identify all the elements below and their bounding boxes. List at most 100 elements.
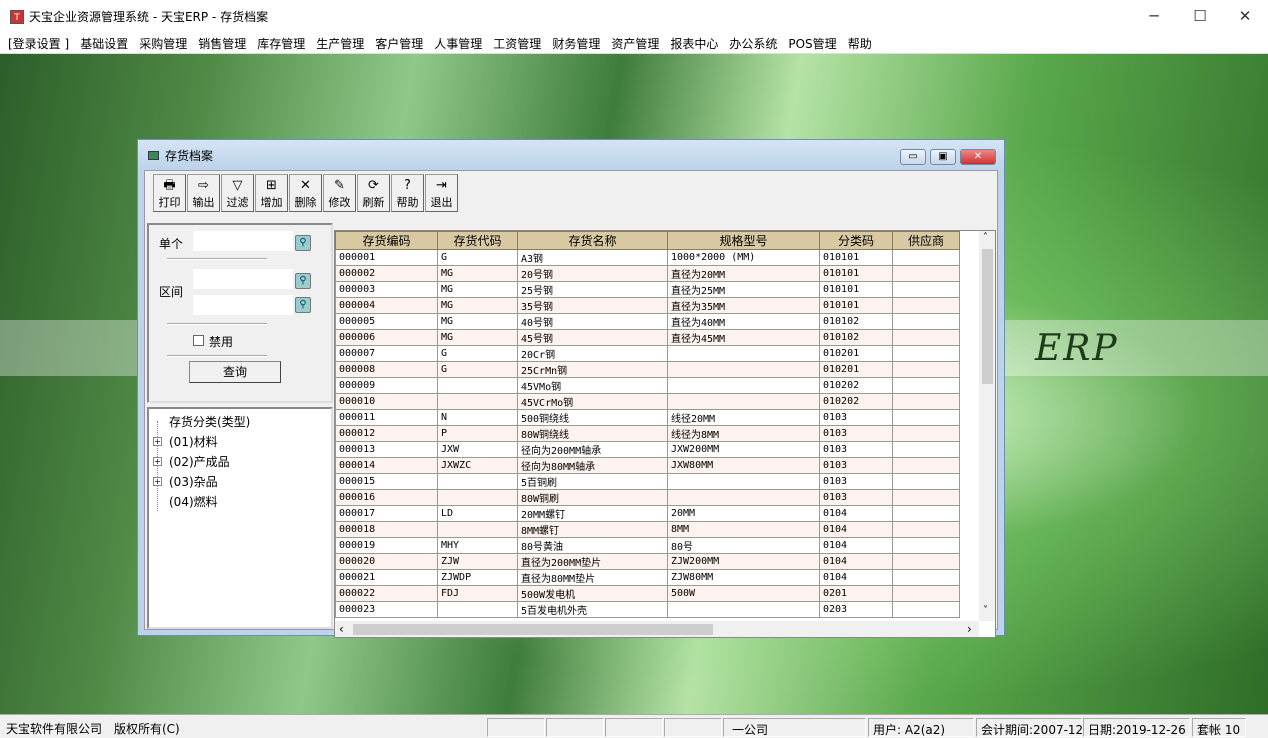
tree-node[interactable]: (04)燃料	[169, 495, 218, 509]
title-bar: T 天宝企业资源管理系统 - 天宝ERP - 存货档案 ─ ☐ ✕	[0, 0, 1268, 33]
toolbar-button-export[interactable]: ⇨ 输出	[187, 174, 220, 212]
menu-item[interactable]: 采购管理	[139, 36, 188, 51]
menu-item[interactable]: 人事管理	[434, 36, 483, 51]
child-minimize-button[interactable]: ▭	[900, 149, 926, 165]
range-to-search-icon[interactable]: ⚲	[295, 297, 311, 313]
delete-icon: ✕	[300, 178, 311, 193]
tree-node[interactable]: (03)杂品	[169, 475, 218, 489]
horizontal-scrollbar[interactable]: ‹ ›	[335, 621, 979, 637]
toolbar-button-filter[interactable]: ▽ 过滤	[221, 174, 254, 212]
table-cell: 000014	[335, 457, 438, 474]
expand-icon[interactable]: +	[153, 457, 162, 466]
table-row[interactable]: 000001 G A3钢 1000*2000 (MM) 010101	[335, 249, 960, 266]
column-header[interactable]: 规格型号	[667, 231, 820, 250]
table-cell: G	[437, 361, 518, 378]
menu-item[interactable]: 帮助	[847, 36, 872, 51]
menu-item[interactable]: 库存管理	[257, 36, 306, 51]
toolbar-button-delete[interactable]: ✕ 删除	[289, 174, 322, 212]
table-row[interactable]: 000011 N 500铜绕线 线径20MM 0103	[335, 409, 960, 426]
menu-item[interactable]: 办公系统	[729, 36, 778, 51]
table-row[interactable]: 000006 MG 45号钢 直径为45MM 010102	[335, 329, 960, 346]
menu-item[interactable]: POS管理	[788, 36, 837, 51]
table-row[interactable]: 000002 MG 20号钢 直径为20MM 010101	[335, 265, 960, 282]
toolbar-button-refresh[interactable]: ⟳ 刷新	[357, 174, 390, 212]
table-row[interactable]: 000020 ZJW 直径为200MM垫片 ZJW200MM 0104	[335, 553, 960, 570]
menu-item[interactable]: [登录设置 ]	[8, 36, 70, 51]
refresh-icon: ⟳	[368, 178, 379, 193]
table-cell: 8MM	[667, 521, 820, 538]
table-cell: G	[437, 249, 518, 266]
tree-node[interactable]: (02)产成品	[169, 455, 230, 469]
table-row[interactable]: 000004 MG 35号钢 直径为35MM 010101	[335, 297, 960, 314]
table-cell: ZJW	[437, 553, 518, 570]
table-cell: 500W发电机	[517, 585, 668, 602]
status-date: 日期:2019-12-26	[1083, 718, 1190, 737]
table-cell: 000021	[335, 569, 438, 586]
table-cell	[667, 473, 820, 490]
range-from-search-icon[interactable]: ⚲	[295, 273, 311, 289]
table-row[interactable]: 000008 G 25CrMn钢 010201	[335, 361, 960, 378]
column-header[interactable]: 存货代码	[437, 231, 518, 250]
close-button[interactable]: ✕	[1238, 7, 1252, 25]
toolbar-button-add[interactable]: ⊞ 增加	[255, 174, 288, 212]
menu-item[interactable]: 销售管理	[198, 36, 247, 51]
table-row[interactable]: 000003 MG 25号钢 直径为25MM 010101	[335, 281, 960, 298]
column-header[interactable]: 分类码	[819, 231, 893, 250]
single-search-icon[interactable]: ⚲	[295, 235, 311, 251]
table-row[interactable]: 000019 MHY 80号黄油 80号 0104	[335, 537, 960, 554]
table-row[interactable]: 000023 5百发电机外壳 0203	[335, 601, 960, 618]
child-restore-button[interactable]: ▣	[930, 149, 956, 165]
range-to-input[interactable]	[193, 295, 293, 315]
query-button[interactable]: 查询	[189, 361, 281, 383]
single-input[interactable]	[193, 231, 293, 251]
minimize-button[interactable]: ─	[1149, 7, 1159, 25]
toolbar-button-label: 刷新	[362, 196, 385, 209]
column-header[interactable]: 存货名称	[517, 231, 668, 250]
expand-icon[interactable]: +	[153, 477, 162, 486]
table-cell: G	[437, 345, 518, 362]
table-cell	[892, 489, 960, 506]
column-header[interactable]: 供应商	[892, 231, 960, 250]
table-row[interactable]: 000010 45VCrMo钢 010202	[335, 393, 960, 410]
table-cell: 25CrMn钢	[517, 361, 668, 378]
table-row[interactable]: 000021 ZJWDP 直径为80MM垫片 ZJW80MM 0104	[335, 569, 960, 586]
status-cell-empty	[605, 718, 663, 737]
left-panel: 单个 ⚲ ⚲ 区间 ⚲ 禁用 查询 存货分类(类型) + (01)材料 + (02)产成…	[147, 223, 333, 629]
menu-item[interactable]: 生产管理	[316, 36, 365, 51]
table-row[interactable]: 000018 8MM螺钉 8MM 0104	[335, 521, 960, 538]
expand-icon[interactable]: +	[153, 437, 162, 446]
table-row[interactable]: 000009 45VMo钢 010202	[335, 377, 960, 394]
tree-node[interactable]: (01)材料	[169, 435, 218, 449]
disabled-checkbox[interactable]	[193, 335, 204, 346]
child-title: 存货档案	[165, 148, 214, 163]
toolbar-button-printer[interactable]: 🖶 打印	[153, 174, 186, 212]
toolbar-button-exit[interactable]: ⇥ 退出	[425, 174, 458, 212]
table-row[interactable]: 000016 80W铜刷 0103	[335, 489, 960, 506]
menu-item[interactable]: 工资管理	[493, 36, 542, 51]
child-close-button[interactable]: ✕	[960, 149, 996, 165]
table-row[interactable]: 000015 5百铜刷 0103	[335, 473, 960, 490]
table-row[interactable]: 000017 LD 20MM螺钉 20MM 0104	[335, 505, 960, 522]
toolbar-button-edit[interactable]: ✎ 修改	[323, 174, 356, 212]
menu-item[interactable]: 基础设置	[80, 36, 129, 51]
range-from-input[interactable]	[193, 269, 293, 289]
table-row[interactable]: 000005 MG 40号钢 直径为40MM 010102	[335, 313, 960, 330]
table-row[interactable]: 000007 G 20Cr钢 010201	[335, 345, 960, 362]
tree-root[interactable]: 存货分类(类型)	[169, 415, 251, 429]
status-user: 用户: A2(a2)	[868, 718, 974, 737]
menu-item[interactable]: 财务管理	[552, 36, 601, 51]
maximize-button[interactable]: ☐	[1193, 7, 1207, 25]
menu-item[interactable]: 报表中心	[670, 36, 719, 51]
table-row[interactable]: 000013 JXW 径向为200MM轴承 JXW200MM 0103	[335, 441, 960, 458]
column-header[interactable]: 存货编码	[335, 231, 438, 250]
menu-item[interactable]: 资产管理	[611, 36, 660, 51]
table-cell: 000002	[335, 265, 438, 282]
table-cell	[892, 361, 960, 378]
menu-item[interactable]: 客户管理	[375, 36, 424, 51]
vertical-scrollbar[interactable]: ˄ ˅	[979, 231, 995, 621]
table-row[interactable]: 000012 P 80W铜绕线 线径为8MM 0103	[335, 425, 960, 442]
table-row[interactable]: 000022 FDJ 500W发电机 500W 0201	[335, 585, 960, 602]
toolbar-button-label: 打印	[158, 196, 181, 209]
table-row[interactable]: 000014 JXWZC 径向为80MM轴承 JXW80MM 0103	[335, 457, 960, 474]
toolbar-button-help[interactable]: ? 帮助	[391, 174, 424, 212]
